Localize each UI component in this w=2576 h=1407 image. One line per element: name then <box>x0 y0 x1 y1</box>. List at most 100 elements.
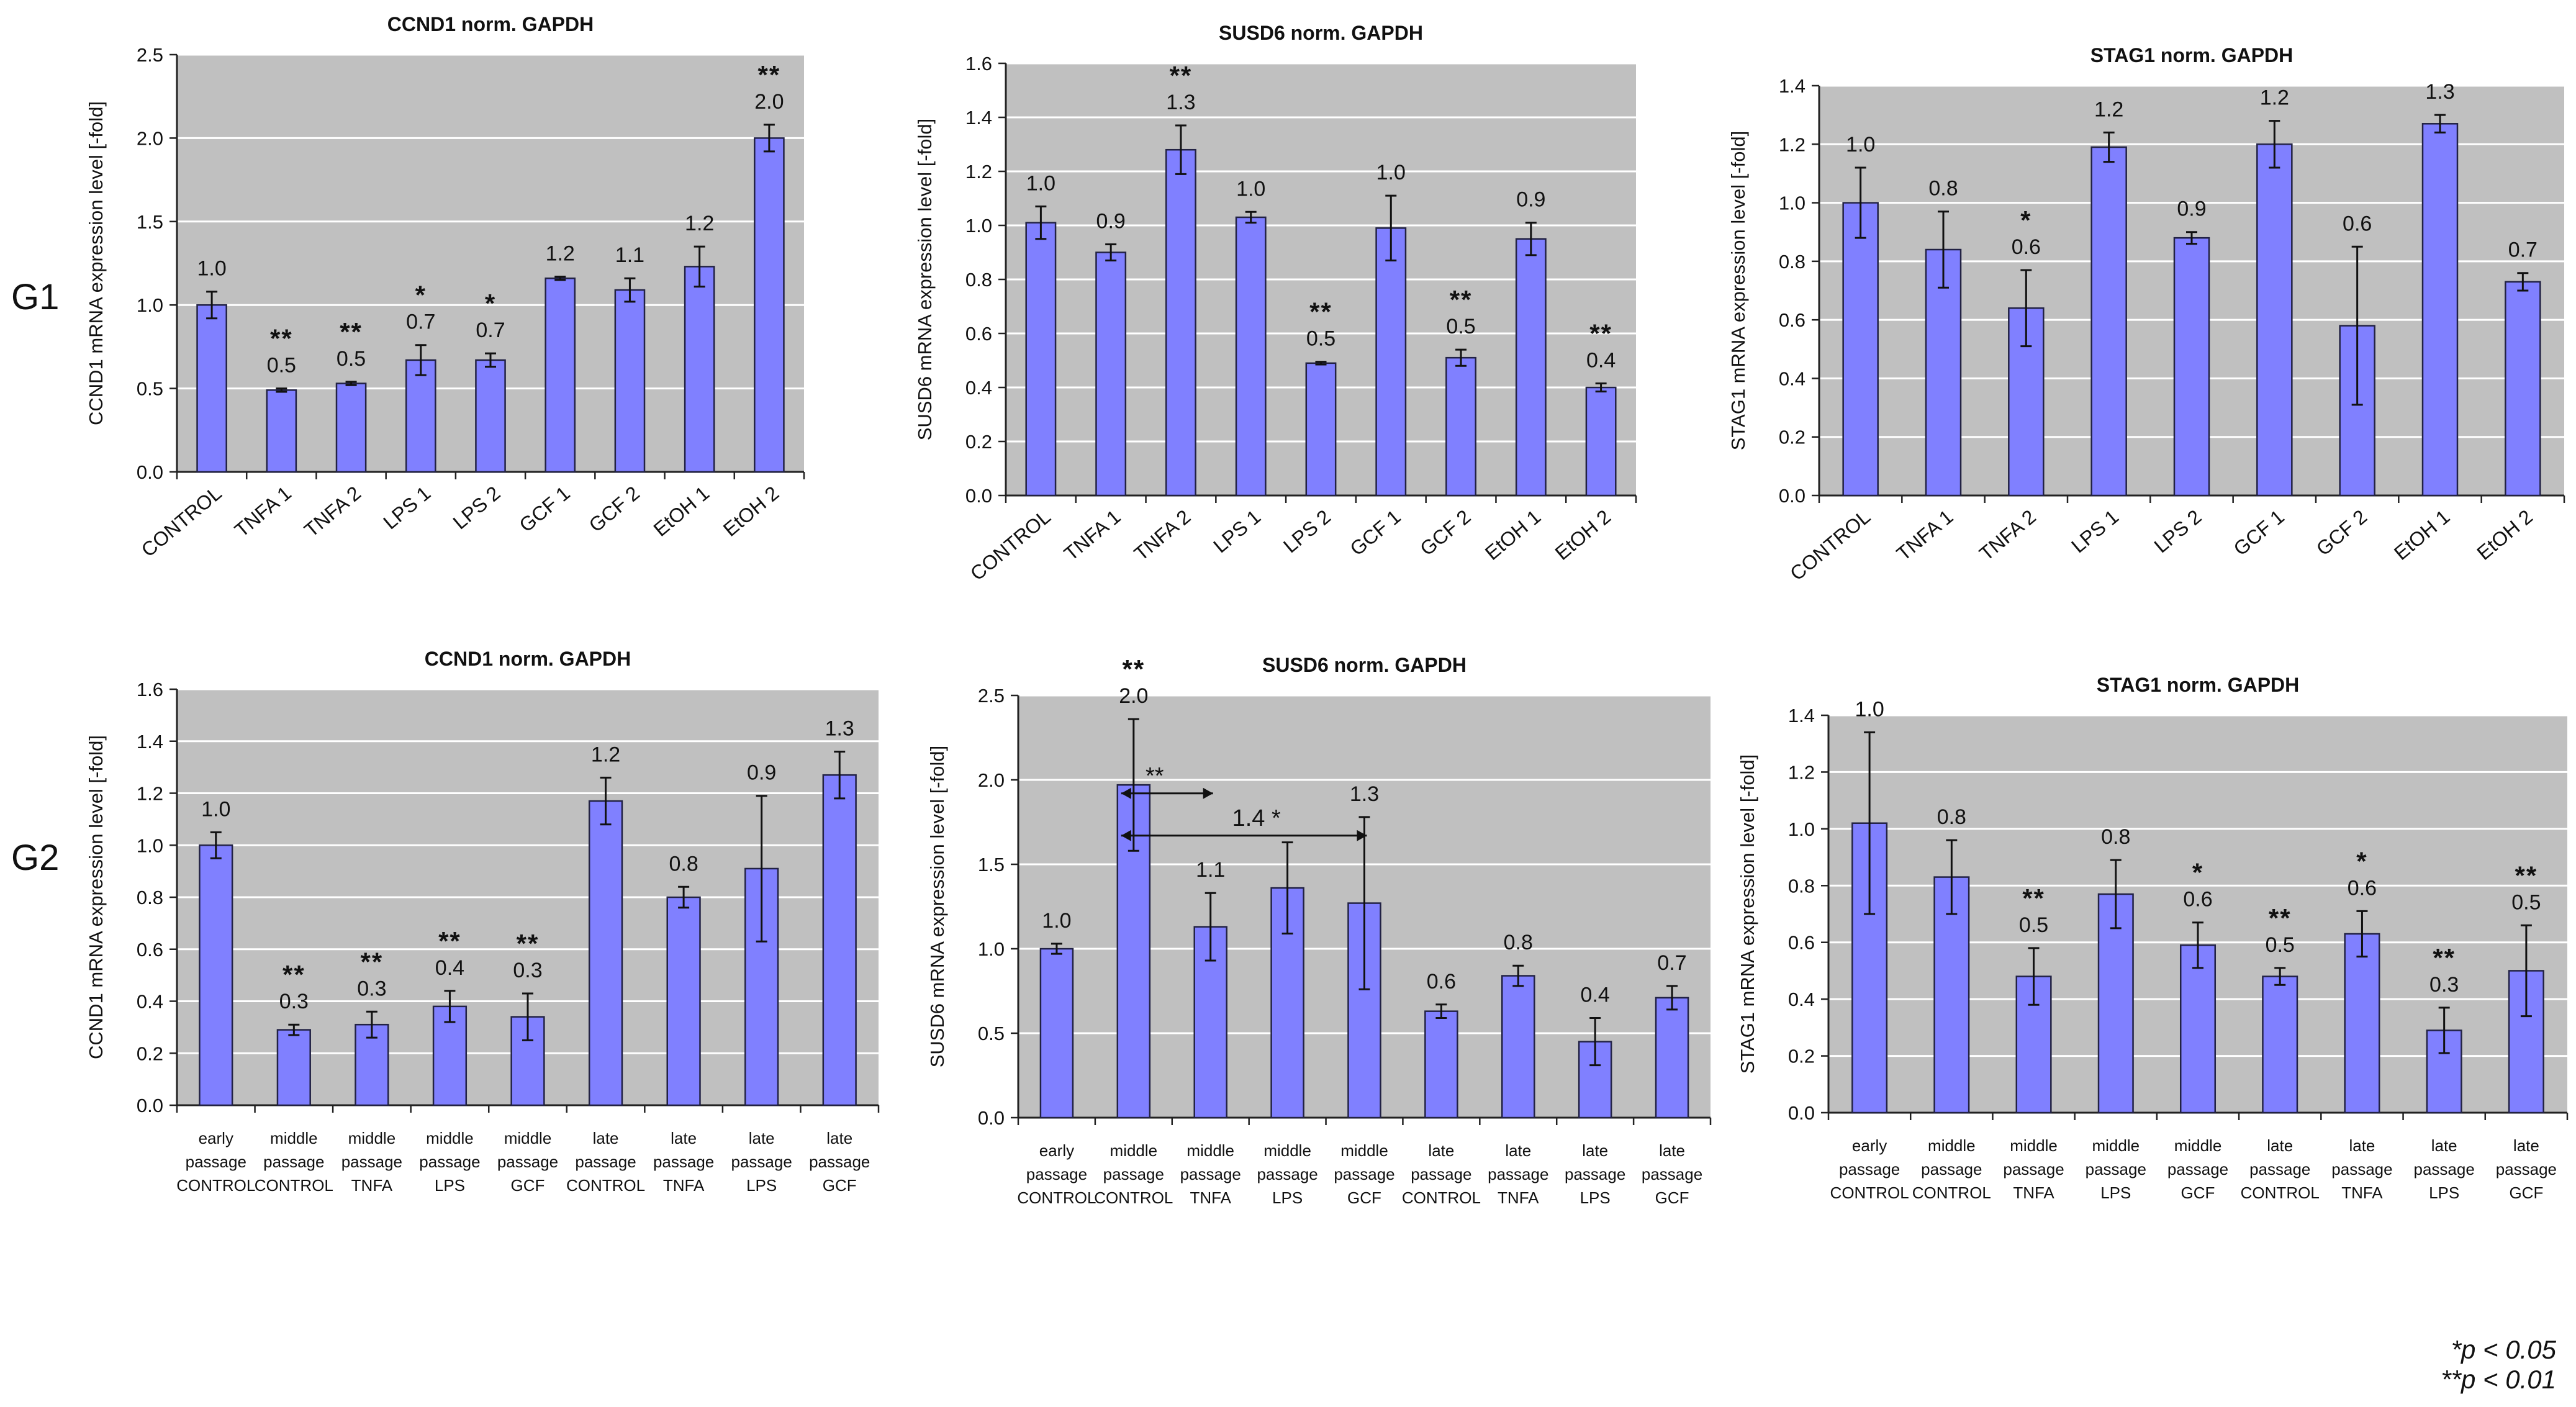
x-tick-label: passage <box>419 1152 480 1171</box>
y-axis-label: STAG1 mRNA expression level [-fold] <box>1727 131 1749 451</box>
x-tick-label: EtOH 1 <box>1481 505 1545 564</box>
x-tick-label: TNFA 1 <box>230 482 296 541</box>
x-tick-label: middle <box>2010 1136 2058 1155</box>
x-tick-label: passage <box>2167 1160 2228 1179</box>
significance-marker: ** <box>1450 285 1473 314</box>
data-label: 1.2 <box>2094 97 2123 121</box>
data-label: 0.4 <box>435 956 464 980</box>
x-tick-label: early <box>1039 1141 1074 1160</box>
x-tick-label: EtOH 2 <box>719 482 784 541</box>
comparison-label: ** <box>1146 763 1164 789</box>
data-label: 0.8 <box>2101 825 2130 849</box>
data-label: 0.7 <box>406 310 435 334</box>
y-tick-label: 0.0 <box>978 1107 1005 1129</box>
x-tick-label: middle <box>1110 1141 1158 1160</box>
significance-marker: ** <box>2022 884 2045 913</box>
bar <box>199 844 233 1106</box>
x-tick-label: LPS <box>1272 1188 1303 1207</box>
y-tick-label: 0.2 <box>965 431 992 453</box>
bar <box>2097 893 2134 1114</box>
y-tick-label: 0.6 <box>137 939 163 961</box>
x-tick-label: GCF 2 <box>2312 505 2371 560</box>
x-tick-label: middle <box>504 1129 552 1147</box>
data-label: 0.5 <box>267 354 296 378</box>
x-tick-label: late <box>2513 1136 2539 1155</box>
data-label: 0.6 <box>2012 235 2041 259</box>
bar <box>2173 237 2210 497</box>
y-axis-label: SUSD6 mRNA expression level [-fold] <box>926 746 948 1068</box>
data-label: 1.0 <box>197 257 226 281</box>
data-label: 0.9 <box>2177 197 2206 221</box>
x-tick-label: middle <box>1186 1141 1234 1160</box>
x-tick-label: late <box>1428 1141 1454 1160</box>
y-tick-label: 1.4 <box>965 107 992 129</box>
x-tick-label: CONTROL <box>966 505 1055 585</box>
data-label: 1.0 <box>201 797 230 821</box>
data-label: 1.0 <box>1376 161 1406 184</box>
y-tick-label: 1.5 <box>137 211 163 233</box>
x-tick-label: LPS 2 <box>1279 505 1335 558</box>
x-tick-label: late <box>2349 1136 2375 1155</box>
comparison-arrowhead <box>1121 787 1131 799</box>
data-label: 1.0 <box>1855 697 1884 721</box>
significance-marker: ** <box>758 60 781 89</box>
x-tick-label: GCF 1 <box>2230 505 2289 560</box>
x-tick-label: late <box>593 1129 619 1147</box>
significance-marker: ** <box>1589 319 1612 348</box>
y-tick-label: 1.4 <box>1788 705 1815 726</box>
x-tick-label: late <box>826 1129 852 1147</box>
significance-marker: * <box>2020 206 2031 235</box>
y-axis-label: CCND1 mRNA expression level [-fold] <box>85 101 107 425</box>
bar <box>2179 944 2217 1114</box>
comparison-arrowhead <box>1203 787 1213 799</box>
legend-p005: *p < 0.05 <box>2451 1335 2556 1364</box>
data-label: 0.6 <box>2348 876 2377 900</box>
x-tick-label: late <box>749 1129 775 1147</box>
chart-g2-ccnd1: 0.0 0.2 0.4 0.6 0.8 1.0 1.2 1.4 1.6 CCND1 norm. G… <box>85 648 880 1195</box>
significance-marker: ** <box>517 929 540 958</box>
y-tick-label: 0.2 <box>1788 1046 1815 1067</box>
x-tick-label: LPS 1 <box>2067 505 2123 558</box>
x-tick-label: passage <box>653 1152 714 1171</box>
data-label: 0.3 <box>357 977 386 1000</box>
data-label: 0.7 <box>1657 951 1686 975</box>
x-tick-label: TNFA <box>663 1176 705 1195</box>
significance-marker: ** <box>2269 903 2292 933</box>
bar <box>588 800 623 1106</box>
significance-marker: * <box>415 281 427 310</box>
x-tick-label: passage <box>809 1152 870 1171</box>
data-label: 0.6 <box>2343 212 2372 235</box>
x-tick-label: GCF <box>511 1176 545 1195</box>
significance-marker: ** <box>282 960 305 989</box>
data-label: 0.9 <box>747 761 776 785</box>
bar <box>684 266 715 473</box>
data-label: 0.6 <box>2183 888 2212 912</box>
bar <box>2421 123 2459 497</box>
x-tick-label: TNFA <box>351 1176 393 1195</box>
x-tick-label: TNFA <box>2013 1183 2054 1202</box>
y-tick-label: 0.4 <box>1779 368 1805 389</box>
bar <box>266 389 297 473</box>
y-tick-label: 1.4 <box>1779 75 1805 97</box>
x-tick-label: middle <box>1928 1136 1976 1155</box>
data-label: 0.3 <box>513 959 542 982</box>
y-tick-label: 1.6 <box>965 53 992 75</box>
data-label: 0.5 <box>2266 933 2295 957</box>
chart-g1-ccnd1: 0.0 0.5 1.0 1.5 2.0 2.5 CCND1 norm. GAPDH CCND1… <box>85 13 805 561</box>
x-tick-label: passage <box>1642 1165 1702 1183</box>
chart-g1-susd6: 0.0 0.2 0.4 0.6 0.8 1.0 1.2 1.4 1.6 SUSD6 norm. G… <box>914 22 1637 585</box>
comparison-label: 1.4 * <box>1232 805 1281 831</box>
bar <box>2505 281 2541 497</box>
x-tick-label: GCF <box>2181 1183 2215 1202</box>
x-tick-label: LPS 1 <box>1209 505 1265 558</box>
bar <box>545 277 576 473</box>
y-tick-label: 0.6 <box>965 323 992 345</box>
x-tick-label: LPS 2 <box>449 482 505 534</box>
y-tick-label: 0.0 <box>965 485 992 507</box>
y-tick-label: 1.0 <box>1779 192 1805 214</box>
bar <box>1933 876 1970 1114</box>
chart-title: STAG1 norm. GAPDH <box>2090 44 2294 66</box>
y-tick-label: 0.4 <box>137 991 163 1013</box>
x-tick-label: CONTROL <box>1786 505 1874 585</box>
